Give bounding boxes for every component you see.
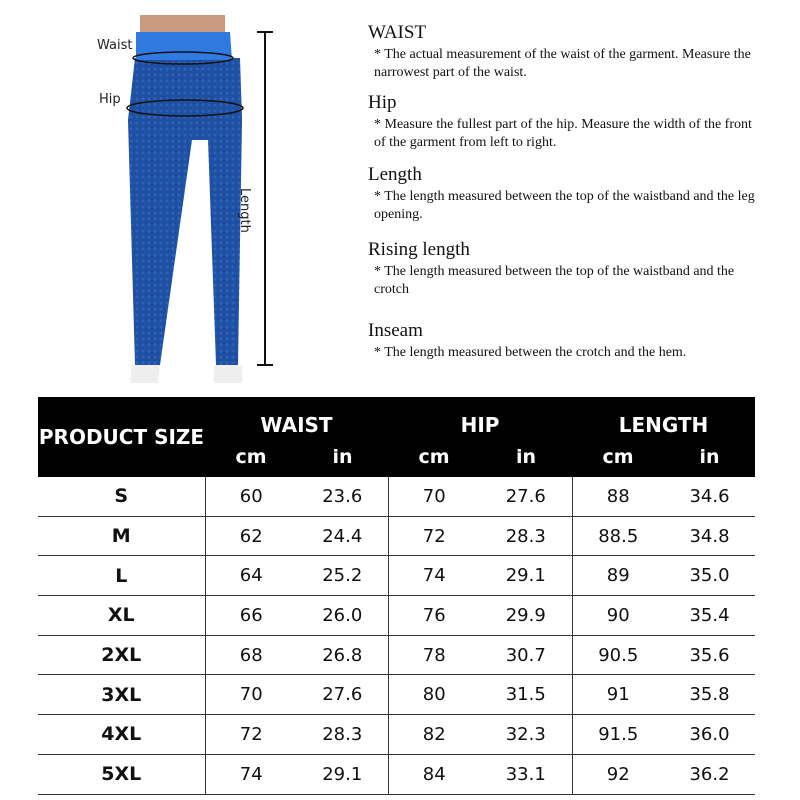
value-cell: 26.8 bbox=[297, 635, 389, 676]
value-cell: 33.1 bbox=[480, 754, 573, 795]
unit-header: in bbox=[480, 437, 572, 477]
value-cell: 36.0 bbox=[664, 714, 755, 755]
value-cell: 70 bbox=[388, 477, 480, 517]
value-cell: 68 bbox=[205, 635, 297, 676]
value-cell: 78 bbox=[388, 635, 480, 676]
value-cell: 35.6 bbox=[664, 635, 755, 676]
value-cell: 72 bbox=[205, 714, 297, 755]
value-cell: 32.3 bbox=[480, 714, 573, 755]
value-cell: 62 bbox=[205, 516, 297, 557]
desc-hip: Hip * Measure the fullest part of the hi… bbox=[368, 92, 758, 152]
desc-length: Length * The length measured between the… bbox=[368, 164, 758, 224]
leggings-illustration bbox=[126, 15, 273, 383]
table-row: S 60 23.6 70 27.6 88 34.6 bbox=[38, 477, 755, 517]
value-cell: 27.6 bbox=[480, 477, 573, 517]
value-cell: 80 bbox=[388, 674, 480, 716]
desc-text: * The length measured between the top of… bbox=[374, 189, 755, 222]
value-cell: 28.3 bbox=[480, 516, 573, 557]
desc-title: Inseam bbox=[368, 320, 423, 341]
value-cell: 72 bbox=[388, 516, 480, 557]
size-cell: 4XL bbox=[38, 714, 206, 755]
value-cell: 70 bbox=[205, 674, 297, 716]
desc-title: WAIST bbox=[368, 22, 427, 43]
size-header: PRODUCT SIZE bbox=[38, 397, 205, 477]
value-cell: 82 bbox=[388, 714, 480, 755]
value-cell: 88 bbox=[572, 477, 664, 517]
desc-text: * The actual measurement of the waist of… bbox=[374, 47, 751, 80]
value-cell: 29.9 bbox=[480, 595, 573, 636]
value-cell: 74 bbox=[388, 555, 480, 597]
table-row: 4XL 72 28.3 82 32.3 91.5 36.0 bbox=[38, 714, 755, 755]
value-cell: 66 bbox=[205, 595, 297, 636]
unit-header: cm bbox=[205, 437, 297, 477]
table-row: 5XL 74 29.1 84 33.1 92 36.2 bbox=[38, 754, 755, 795]
value-cell: 29.1 bbox=[480, 555, 573, 597]
value-cell: 89 bbox=[572, 555, 664, 597]
desc-title: Hip bbox=[368, 92, 397, 113]
value-cell: 27.6 bbox=[297, 674, 389, 716]
size-table: PRODUCT SIZE WAIST HIP LENGTH cm in cm in cm… bbox=[38, 397, 755, 795]
value-cell: 88.5 bbox=[572, 516, 664, 557]
waist-label: Waist bbox=[97, 38, 133, 53]
size-cell: L bbox=[38, 555, 206, 597]
value-cell: 34.6 bbox=[664, 477, 755, 517]
value-cell: 76 bbox=[388, 595, 480, 636]
value-cell: 23.6 bbox=[297, 477, 389, 517]
value-cell: 28.3 bbox=[297, 714, 389, 755]
desc-inseam: Inseam * The length measured between the… bbox=[368, 320, 686, 362]
leggings-figure: Waist Hip Length bbox=[80, 0, 300, 390]
value-cell: 92 bbox=[572, 754, 664, 795]
desc-rising-length: Rising length * The length measured betw… bbox=[368, 239, 758, 299]
value-cell: 84 bbox=[388, 754, 480, 795]
value-cell: 30.7 bbox=[480, 635, 573, 676]
hip-label: Hip bbox=[99, 92, 121, 107]
value-cell: 74 bbox=[205, 754, 297, 795]
size-cell: 5XL bbox=[38, 754, 206, 795]
table-row: 3XL 70 27.6 80 31.5 91 35.8 bbox=[38, 674, 755, 716]
group-header-waist: WAIST bbox=[205, 397, 388, 437]
desc-text: * The length measured between the crotch… bbox=[374, 345, 687, 360]
group-header-length: LENGTH bbox=[572, 397, 755, 437]
desc-waist: WAIST * The actual measurement of the wa… bbox=[368, 22, 758, 82]
value-cell: 35.0 bbox=[664, 555, 755, 597]
desc-text: * Measure the fullest part of the hip. M… bbox=[374, 117, 752, 150]
length-label: Length bbox=[237, 188, 252, 233]
value-cell: 90 bbox=[572, 595, 664, 636]
table-row: 2XL 68 26.8 78 30.7 90.5 35.6 bbox=[38, 635, 755, 676]
value-cell: 91 bbox=[572, 674, 664, 716]
value-cell: 35.8 bbox=[664, 674, 755, 716]
size-cell: S bbox=[38, 477, 206, 517]
value-cell: 60 bbox=[205, 477, 297, 517]
value-cell: 90.5 bbox=[572, 635, 664, 676]
value-cell: 36.2 bbox=[664, 754, 755, 795]
unit-header: in bbox=[297, 437, 388, 477]
desc-text: * The length measured between the top of… bbox=[374, 264, 735, 297]
unit-header: cm bbox=[572, 437, 664, 477]
value-cell: 26.0 bbox=[297, 595, 389, 636]
value-cell: 35.4 bbox=[664, 595, 755, 636]
size-cell: 3XL bbox=[38, 674, 206, 716]
value-cell: 25.2 bbox=[297, 555, 389, 597]
value-cell: 29.1 bbox=[297, 754, 389, 795]
size-cell: 2XL bbox=[38, 635, 206, 676]
unit-header: cm bbox=[388, 437, 480, 477]
size-cell: XL bbox=[38, 595, 206, 636]
table-row: M 62 24.4 72 28.3 88.5 34.8 bbox=[38, 516, 755, 557]
unit-header: in bbox=[664, 437, 755, 477]
desc-title: Rising length bbox=[368, 239, 470, 260]
value-cell: 64 bbox=[205, 555, 297, 597]
table-row: XL 66 26.0 76 29.9 90 35.4 bbox=[38, 595, 755, 636]
value-cell: 31.5 bbox=[480, 674, 573, 716]
value-cell: 91.5 bbox=[572, 714, 664, 755]
size-cell: M bbox=[38, 516, 206, 557]
table-row: L 64 25.2 74 29.1 89 35.0 bbox=[38, 555, 755, 597]
value-cell: 34.8 bbox=[664, 516, 755, 557]
value-cell: 24.4 bbox=[297, 516, 389, 557]
desc-title: Length bbox=[368, 164, 422, 185]
group-header-hip: HIP bbox=[388, 397, 572, 437]
